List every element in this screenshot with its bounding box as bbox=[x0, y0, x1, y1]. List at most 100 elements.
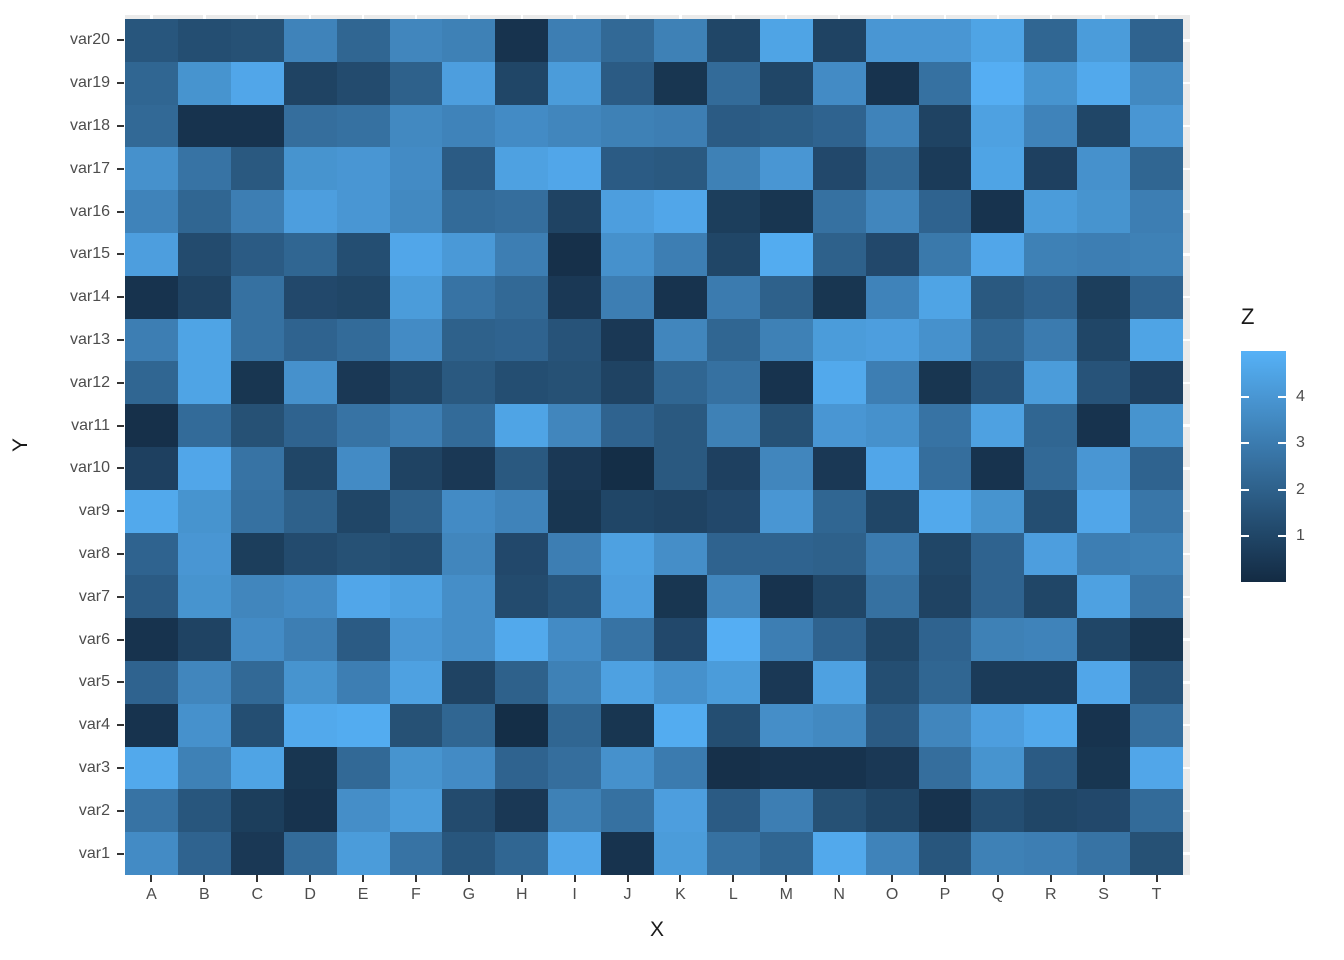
heatmap-cell-F-var20 bbox=[389, 19, 443, 62]
heatmap-cell-N-var17 bbox=[812, 147, 866, 191]
gridline-notch bbox=[1183, 766, 1190, 770]
heatmap-cell-O-var11 bbox=[865, 404, 919, 447]
gridline-notch bbox=[1183, 681, 1190, 684]
heatmap-cell-F-var16 bbox=[389, 190, 443, 233]
heatmap-cell-K-var9 bbox=[654, 489, 707, 533]
heatmap-cell-J-var8 bbox=[601, 532, 654, 576]
heatmap-cell-I-var7 bbox=[548, 575, 602, 619]
heatmap-cell-O-var17 bbox=[865, 147, 919, 191]
heatmap-cell-J-var15 bbox=[601, 232, 654, 276]
legend-tick-label-1: 1 bbox=[1296, 526, 1305, 544]
heatmap-cell-A-var9 bbox=[125, 489, 178, 533]
heatmap-cell-L-var4 bbox=[706, 703, 760, 747]
gridline-notch bbox=[1183, 809, 1190, 812]
heatmap-cell-D-var16 bbox=[283, 190, 337, 233]
heatmap-cell-C-var16 bbox=[230, 190, 284, 233]
heatmap-cell-J-var1 bbox=[601, 832, 654, 875]
heatmap-cell-T-var2 bbox=[1130, 789, 1183, 833]
heatmap-cell-D-var2 bbox=[283, 789, 337, 833]
y-axis-title: Y bbox=[9, 437, 33, 453]
gridline-notch bbox=[1183, 381, 1190, 384]
heatmap-cell-G-var9 bbox=[442, 489, 496, 533]
heatmap-cell-J-var19 bbox=[601, 61, 654, 105]
heatmap-cell-N-var20 bbox=[812, 19, 866, 62]
heatmap-cell-F-var8 bbox=[389, 532, 443, 576]
heatmap-cell-C-var17 bbox=[230, 147, 284, 191]
heatmap-cell-B-var15 bbox=[177, 232, 231, 276]
x-tick-mark bbox=[467, 875, 470, 882]
heatmap-cell-A-var6 bbox=[125, 618, 178, 661]
y-tick-mark bbox=[117, 296, 124, 299]
heatmap-cell-R-var14 bbox=[1024, 275, 1078, 319]
heatmap-cell-I-var5 bbox=[548, 660, 602, 704]
heatmap-cell-N-var4 bbox=[812, 703, 866, 747]
heatmap-cell-H-var14 bbox=[495, 275, 549, 319]
heatmap-cell-S-var19 bbox=[1077, 61, 1131, 105]
heatmap-cell-P-var10 bbox=[918, 446, 972, 490]
heatmap-cell-N-var3 bbox=[812, 746, 866, 790]
legend-tick-mark bbox=[1278, 488, 1286, 491]
heatmap-cell-A-var10 bbox=[125, 446, 178, 490]
heatmap-cell-E-var2 bbox=[336, 789, 390, 833]
gridline-notch bbox=[256, 15, 259, 19]
heatmap-cell-M-var16 bbox=[759, 190, 813, 233]
heatmap-cell-R-var8 bbox=[1024, 532, 1078, 576]
heatmap-cell-M-var10 bbox=[759, 446, 813, 490]
heatmap-cell-Q-var3 bbox=[971, 746, 1025, 790]
heatmap-cell-F-var14 bbox=[389, 275, 443, 319]
heatmap-cell-O-var8 bbox=[865, 532, 919, 576]
legend-tick-label-3: 3 bbox=[1296, 434, 1305, 452]
heatmap-cell-H-var3 bbox=[495, 746, 549, 790]
y-tick-mark bbox=[117, 167, 124, 170]
heatmap-cell-N-var13 bbox=[812, 318, 866, 362]
y-tick-label-var17: var17 bbox=[69, 159, 110, 177]
heatmap-cell-F-var18 bbox=[389, 104, 443, 148]
heatmap-cell-B-var11 bbox=[177, 404, 231, 447]
heatmap-cell-J-var5 bbox=[601, 660, 654, 704]
legend-tick-label-4: 4 bbox=[1296, 388, 1305, 406]
heatmap-cell-G-var17 bbox=[442, 147, 496, 191]
heatmap-cell-L-var15 bbox=[706, 232, 760, 276]
heatmap-cell-A-var15 bbox=[125, 232, 178, 276]
heatmap-cell-A-var11 bbox=[125, 404, 178, 447]
heatmap-cell-L-var11 bbox=[706, 404, 760, 447]
heatmap-cell-F-var7 bbox=[389, 575, 443, 619]
heatmap-cell-J-var4 bbox=[601, 703, 654, 747]
y-tick-label-var11: var11 bbox=[71, 416, 110, 434]
heatmap-cell-T-var3 bbox=[1130, 746, 1183, 790]
x-tick-label-C: C bbox=[251, 886, 264, 903]
heatmap-cell-K-var4 bbox=[654, 703, 707, 747]
heatmap-cell-S-var12 bbox=[1077, 361, 1131, 405]
heatmap-cell-G-var16 bbox=[442, 190, 496, 233]
heatmap-cell-I-var1 bbox=[548, 832, 602, 875]
heatmap-cell-R-var9 bbox=[1024, 489, 1078, 533]
heatmap-cell-C-var10 bbox=[230, 446, 284, 490]
heatmap-cell-D-var8 bbox=[283, 532, 337, 576]
gridline-notch bbox=[1183, 338, 1190, 342]
heatmap-cell-T-var13 bbox=[1130, 318, 1183, 362]
heatmap-cell-K-var17 bbox=[654, 147, 707, 191]
heatmap-cell-H-var13 bbox=[495, 318, 549, 362]
x-tick-mark bbox=[203, 875, 206, 882]
heatmap-cell-M-var19 bbox=[759, 61, 813, 105]
heatmap-cell-T-var17 bbox=[1130, 147, 1183, 191]
heatmap-cell-K-var19 bbox=[654, 61, 707, 105]
x-tick-mark bbox=[520, 875, 523, 882]
heatmap-cell-R-var3 bbox=[1024, 746, 1078, 790]
heatmap-cell-Q-var14 bbox=[971, 275, 1025, 319]
gridline-notch bbox=[1155, 15, 1158, 19]
heatmap-cell-H-var8 bbox=[495, 532, 549, 576]
heatmap-cell-S-var6 bbox=[1077, 618, 1131, 661]
heatmap-cell-M-var20 bbox=[759, 19, 813, 62]
heatmap-cell-E-var7 bbox=[336, 575, 390, 619]
heatmap-cell-E-var16 bbox=[336, 190, 390, 233]
heatmap-cell-F-var17 bbox=[389, 147, 443, 191]
heatmap-cell-E-var5 bbox=[336, 660, 390, 704]
heatmap-cell-K-var15 bbox=[654, 232, 707, 276]
heatmap-cell-F-var9 bbox=[389, 489, 443, 533]
heatmap-cell-A-var17 bbox=[125, 147, 178, 191]
heatmap-cell-I-var16 bbox=[548, 190, 602, 233]
heatmap-cell-S-var4 bbox=[1077, 703, 1131, 747]
heatmap-cell-Q-var1 bbox=[971, 832, 1025, 875]
heatmap-cell-S-var3 bbox=[1077, 746, 1131, 790]
